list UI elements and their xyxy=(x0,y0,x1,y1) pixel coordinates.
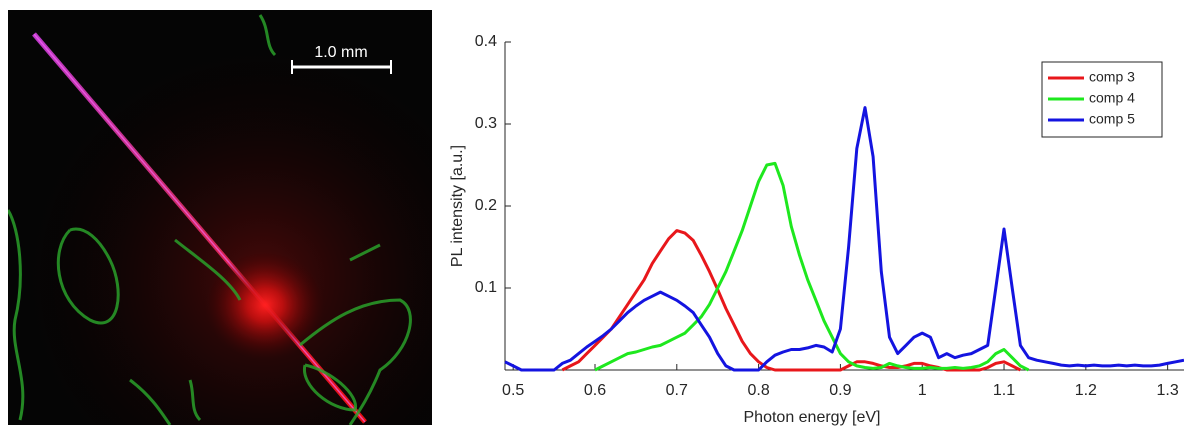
x-tick-label: 0.8 xyxy=(747,382,769,399)
y-tick-label: 0.1 xyxy=(475,279,497,296)
series-line xyxy=(594,161,1030,372)
legend-label: comp 3 xyxy=(1089,69,1135,85)
x-tick-label: 0.5 xyxy=(502,382,524,399)
legend-label: comp 5 xyxy=(1089,111,1135,127)
micrograph xyxy=(8,10,432,425)
y-tick-label: 0.4 xyxy=(475,33,497,50)
scale-bar-label: 1.0 mm xyxy=(314,44,367,61)
x-tick-label: 1 xyxy=(918,382,927,399)
x-axis-label: Photon energy [eV] xyxy=(744,409,881,426)
series-line xyxy=(504,106,1184,372)
x-tick-label: 1.2 xyxy=(1075,382,1097,399)
x-tick-label: 0.6 xyxy=(584,382,606,399)
x-tick-label: 0.9 xyxy=(829,382,851,399)
y-axis-label: PL intensity [a.u.] xyxy=(449,145,466,267)
y-tick-label: 0.2 xyxy=(475,197,497,214)
x-tick-label: 1.3 xyxy=(1157,382,1179,399)
x-tick-label: 1.1 xyxy=(993,382,1015,399)
y-tick-label: 0.3 xyxy=(475,115,497,132)
legend-label: comp 4 xyxy=(1089,90,1135,106)
x-tick-label: 0.7 xyxy=(666,382,688,399)
